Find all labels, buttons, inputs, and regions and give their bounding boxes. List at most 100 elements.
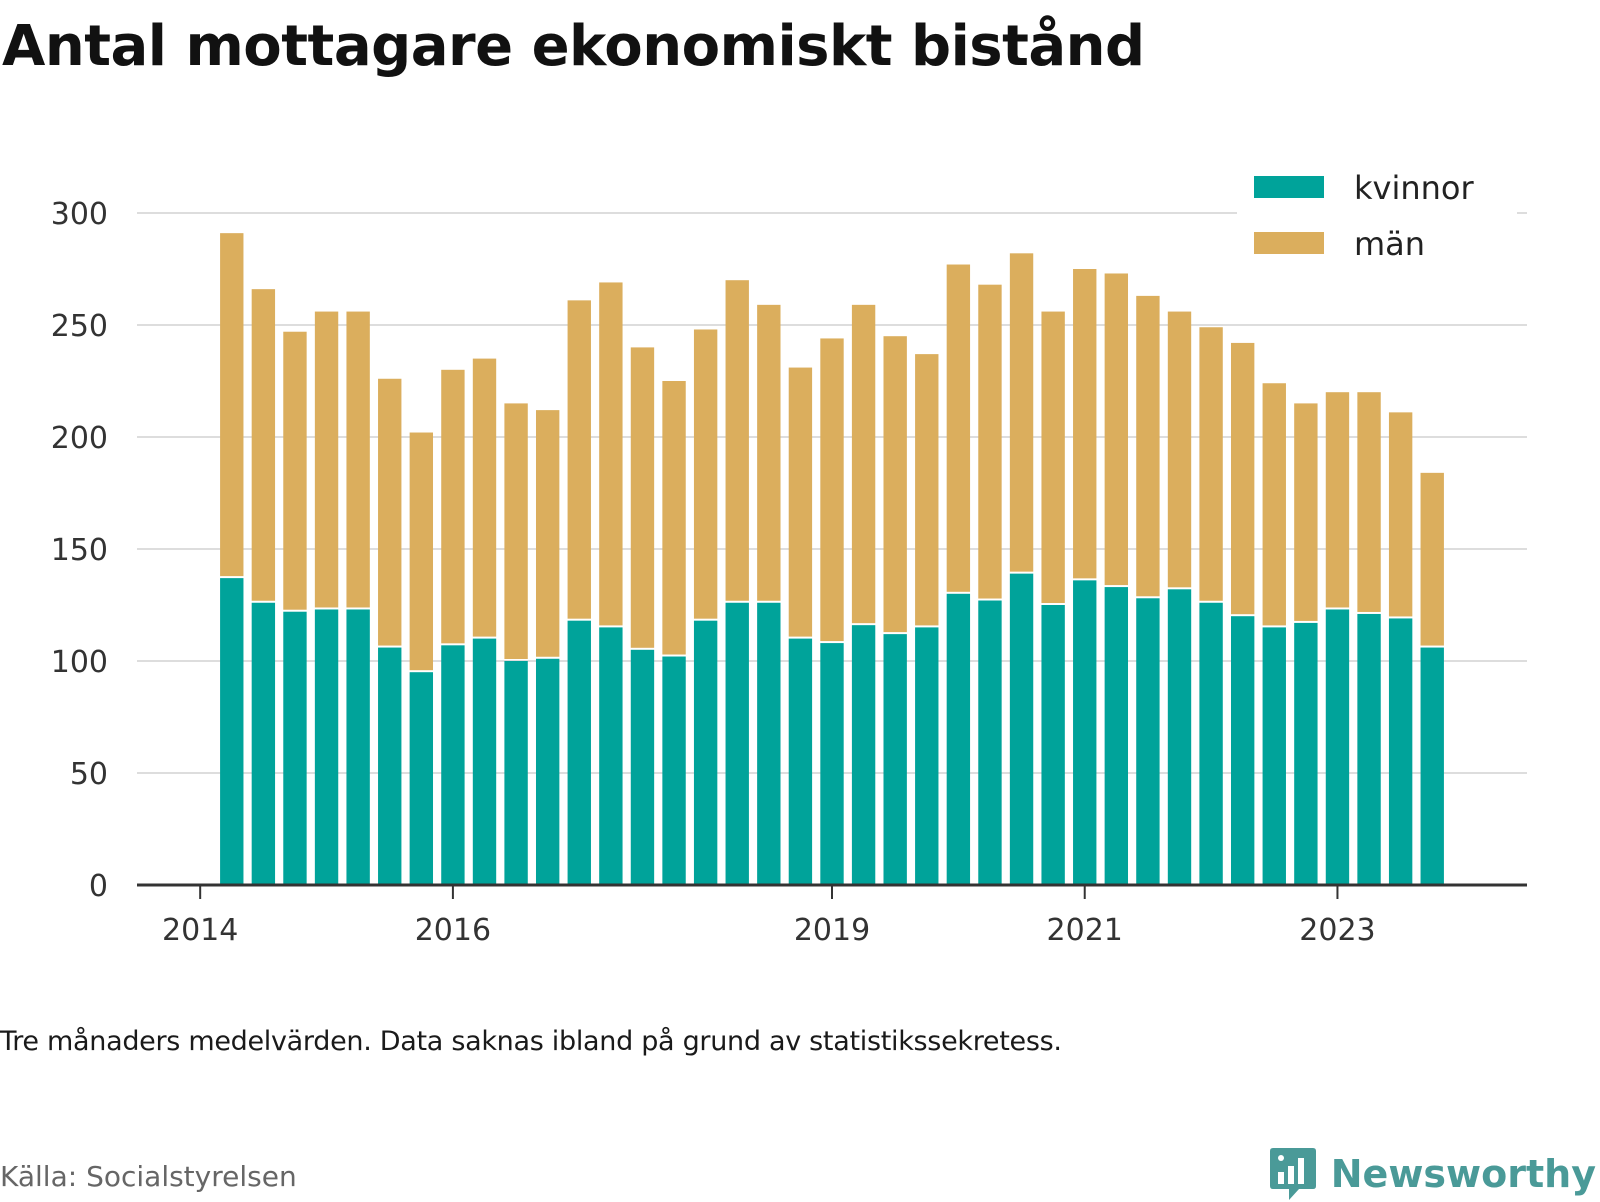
bar-man-23 <box>946 264 971 592</box>
bar-kvinnor-2 <box>283 611 307 885</box>
x-tick-label-2023: 2023 <box>1299 913 1375 948</box>
bar-man-33 <box>1262 383 1286 626</box>
y-tick-label-100: 100 <box>51 645 108 680</box>
bar-kvinnor-34 <box>1294 622 1318 885</box>
bar-kvinnor-30 <box>1167 589 1192 885</box>
bar-man-5 <box>378 378 402 646</box>
bar-kvinnor-12 <box>599 627 623 885</box>
bar-kvinnor-31 <box>1199 602 1223 885</box>
legend-swatch-kvinnor <box>1254 176 1324 198</box>
bar-man-35 <box>1325 392 1350 608</box>
bar-man-12 <box>599 282 623 626</box>
bar-kvinnor-21 <box>883 634 907 885</box>
bar-man-21 <box>883 336 907 633</box>
bar-kvinnor-22 <box>915 627 939 885</box>
bar-man-34 <box>1294 403 1318 621</box>
bar-man-11 <box>567 300 591 619</box>
bar-man-27 <box>1073 269 1097 579</box>
bar-man-2 <box>283 331 307 610</box>
bar-kvinnor-33 <box>1262 627 1286 885</box>
bar-man-36 <box>1357 392 1381 612</box>
bar-kvinnor-29 <box>1136 598 1160 885</box>
x-axis: 2014 2016 2019 2021 2023 <box>137 883 1527 948</box>
bar-kvinnor-8 <box>472 638 497 885</box>
bar-kvinnor-24 <box>978 600 1002 885</box>
bar-kvinnor-6 <box>409 672 434 885</box>
bar-chart-speech-bubble-icon <box>1269 1148 1316 1200</box>
bar-kvinnor-23 <box>946 593 971 885</box>
bar-kvinnor-19 <box>820 643 844 885</box>
y-axis-tick-labels: 0 50 100 150 200 250 300 <box>51 197 108 904</box>
bar-man-29 <box>1136 295 1160 597</box>
bar-man-3 <box>314 311 339 608</box>
bar-man-32 <box>1230 342 1255 615</box>
bar-man-6 <box>409 432 434 671</box>
bar-man-30 <box>1167 311 1192 588</box>
y-tick-label-200: 200 <box>51 421 108 456</box>
bar-man-18 <box>788 367 813 637</box>
source-note: Källa: Socialstyrelsen <box>0 1160 297 1193</box>
bar-kvinnor-32 <box>1230 616 1255 885</box>
bar-kvinnor-35 <box>1325 609 1350 885</box>
legend-swatch-man <box>1254 232 1324 254</box>
legend-label-kvinnor: kvinnor <box>1354 169 1475 207</box>
bar-kvinnor-20 <box>851 625 876 885</box>
bar-kvinnor-11 <box>567 620 591 885</box>
x-tick-label-2021: 2021 <box>1047 913 1123 948</box>
bar-man-15 <box>693 329 718 619</box>
bar-kvinnor-37 <box>1388 618 1413 885</box>
legend: kvinnor män <box>1237 160 1517 270</box>
bar-man-28 <box>1104 273 1129 586</box>
bar-kvinnor-18 <box>788 638 813 885</box>
bar-kvinnor-0 <box>220 578 244 885</box>
bar-man-38 <box>1420 472 1444 646</box>
brand-logo: Newsworthy <box>1269 1146 1596 1202</box>
bar-man-0 <box>220 233 244 577</box>
bar-man-10 <box>535 410 560 657</box>
bar-kvinnor-10 <box>535 658 560 885</box>
x-tick-label-2014: 2014 <box>162 913 238 948</box>
bar-kvinnor-5 <box>378 647 402 885</box>
bar-kvinnor-25 <box>1009 573 1034 885</box>
x-tick-label-2019: 2019 <box>794 913 870 948</box>
y-tick-label-300: 300 <box>51 197 108 232</box>
bar-man-22 <box>915 354 939 626</box>
y-tick-label-150: 150 <box>51 533 108 568</box>
bar-kvinnor-28 <box>1104 587 1129 885</box>
bar-man-16 <box>725 280 749 601</box>
bar-kvinnor-4 <box>346 609 370 885</box>
bar-kvinnor-15 <box>693 620 718 885</box>
bar-man-4 <box>346 311 370 608</box>
bar-kvinnor-13 <box>630 649 655 885</box>
bar-man-7 <box>441 369 465 644</box>
bar-kvinnor-14 <box>662 656 686 885</box>
bar-man-1 <box>251 289 276 601</box>
bar-man-20 <box>851 304 876 624</box>
footnote: Tre månaders medelvärden. Data saknas ib… <box>0 1026 1062 1057</box>
bar-kvinnor-9 <box>504 661 528 885</box>
bar-man-14 <box>662 381 686 655</box>
bar-man-19 <box>820 338 844 642</box>
bar-man-9 <box>504 403 528 659</box>
y-tick-label-250: 250 <box>51 309 108 344</box>
brand-name: Newsworthy <box>1330 1152 1596 1196</box>
bar-man-31 <box>1199 327 1223 601</box>
bar-kvinnor-36 <box>1357 613 1381 885</box>
bar-kvinnor-26 <box>1041 605 1065 885</box>
y-tick-label-0: 0 <box>89 869 108 904</box>
x-tick-label-2016: 2016 <box>415 913 491 948</box>
bar-man-37 <box>1388 412 1413 617</box>
bar-kvinnor-1 <box>251 602 276 885</box>
legend-label-man: män <box>1354 225 1425 263</box>
bar-kvinnor-3 <box>314 609 339 885</box>
chart-title: Antal mottagare ekonomiskt bistånd <box>2 14 1145 79</box>
bar-kvinnor-27 <box>1073 580 1097 885</box>
bar-man-25 <box>1009 253 1034 572</box>
y-tick-label-50: 50 <box>70 757 108 792</box>
bar-kvinnor-16 <box>725 602 749 885</box>
bar-man-26 <box>1041 311 1065 603</box>
bars <box>220 233 1444 885</box>
bar-man-13 <box>630 347 655 648</box>
bar-man-24 <box>978 284 1002 599</box>
